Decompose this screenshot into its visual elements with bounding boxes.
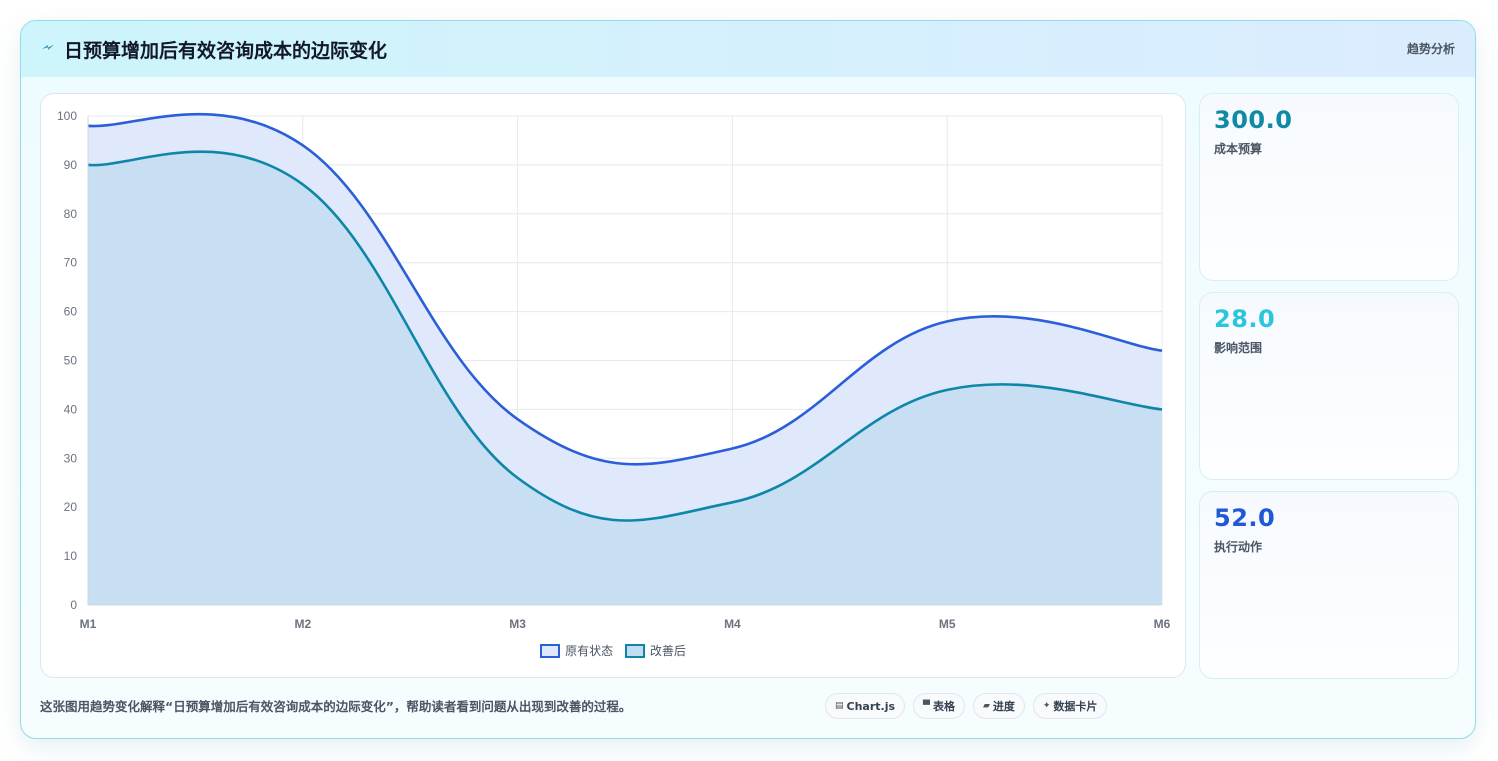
stat-label-budget: 成本预算 (1214, 142, 1263, 156)
pill-table[interactable]: ▀ 表格 (913, 693, 965, 719)
x-tick-label: M4 (724, 617, 741, 631)
y-tick-label: 60 (64, 305, 78, 319)
stat-label-actions: 执行动作 (1214, 540, 1263, 554)
pill-chartjs-label: Chart.js (846, 699, 896, 713)
chart-icon: ▤ (835, 701, 844, 711)
legend-item-improved[interactable]: 改善后 (624, 642, 686, 659)
pill-data-cards-label: 数据卡片 (1053, 700, 1098, 713)
y-tick-label: 100 (57, 109, 77, 123)
y-tick-label: 90 (64, 158, 78, 172)
y-tick-label: 70 (64, 256, 78, 270)
stat-value-actions: 52.0 (1214, 504, 1276, 532)
pill-table-label: 表格 (932, 700, 955, 713)
x-tick-label: M6 (1154, 617, 1171, 631)
pill-progress-label: 进度 (992, 700, 1015, 713)
y-tick-label: 0 (70, 598, 77, 612)
y-tick-label: 10 (64, 549, 78, 563)
x-tick-label: M2 (294, 617, 311, 631)
chart-legend: 原有状态 改善后 (41, 642, 1185, 661)
table-icon: ▀ (923, 701, 930, 711)
legend-swatch-original (540, 643, 561, 658)
chart-panel: 0 10 20 30 40 50 60 70 80 90 100 M1 M2 M3 M4 M5 M6 原有状态 … (40, 93, 1186, 678)
series-line-1 (87, 150, 1163, 522)
stat-value-budget: 300.0 (1214, 106, 1293, 134)
legend-swatch-improved (624, 643, 645, 658)
series-line-0 (87, 112, 1163, 466)
x-tick-label: M5 (939, 617, 956, 631)
stat-card-scope: 28.0 影响范围 (1199, 292, 1459, 480)
y-tick-label: 50 (64, 354, 78, 368)
stat-label-scope: 影响范围 (1214, 341, 1263, 355)
feature-pills: ▤ Chart.js ▀ 表格 ▰ 进度 ✦ 数据卡片 (825, 693, 1108, 719)
page-title: 日预算增加后有效咨询成本的边际变化 (64, 40, 388, 62)
legend-label-improved: 改善后 (649, 644, 686, 658)
legend-label-original: 原有状态 (565, 644, 614, 658)
stat-card-actions: 52.0 执行动作 (1199, 491, 1459, 679)
y-tick-label: 80 (64, 207, 78, 221)
pill-chartjs[interactable]: ▤ Chart.js (825, 693, 906, 719)
x-tick-label: M3 (509, 617, 526, 631)
chart-caption: 这张图用趋势变化解释“日预算增加后有效咨询成本的边际变化”，帮助读者看到问题从出… (40, 699, 632, 714)
y-tick-label: 40 (64, 402, 78, 416)
legend-item-original[interactable]: 原有状态 (540, 642, 613, 659)
sparkle-icon: ✦ (1042, 701, 1051, 711)
x-tick-label: M1 (80, 617, 97, 631)
card-header: 日预算增加后有效咨询成本的边际变化 趋势分析 (21, 21, 1475, 77)
trend-analysis-tag: 趋势分析 (1406, 42, 1455, 56)
y-tick-label: 20 (64, 500, 78, 514)
y-tick-label: 30 (64, 451, 78, 465)
pill-progress[interactable]: ▰ 进度 (972, 693, 1025, 719)
series-area-1 (88, 151, 1162, 605)
lightning-icon (42, 44, 54, 50)
stat-value-scope: 28.0 (1214, 305, 1276, 333)
progress-icon: ▰ (982, 701, 990, 711)
area-chart: 0 10 20 30 40 50 60 70 80 90 100 M1 M2 M3 M4 M5 M6 (57, 109, 1171, 631)
dashboard-card: 日预算增加后有效咨询成本的边际变化 趋势分析 0 10 20 30 40 50 60 70 80… (20, 20, 1476, 739)
pill-data-cards[interactable]: ✦ 数据卡片 (1032, 693, 1108, 719)
stat-card-budget: 300.0 成本预算 (1199, 93, 1459, 281)
